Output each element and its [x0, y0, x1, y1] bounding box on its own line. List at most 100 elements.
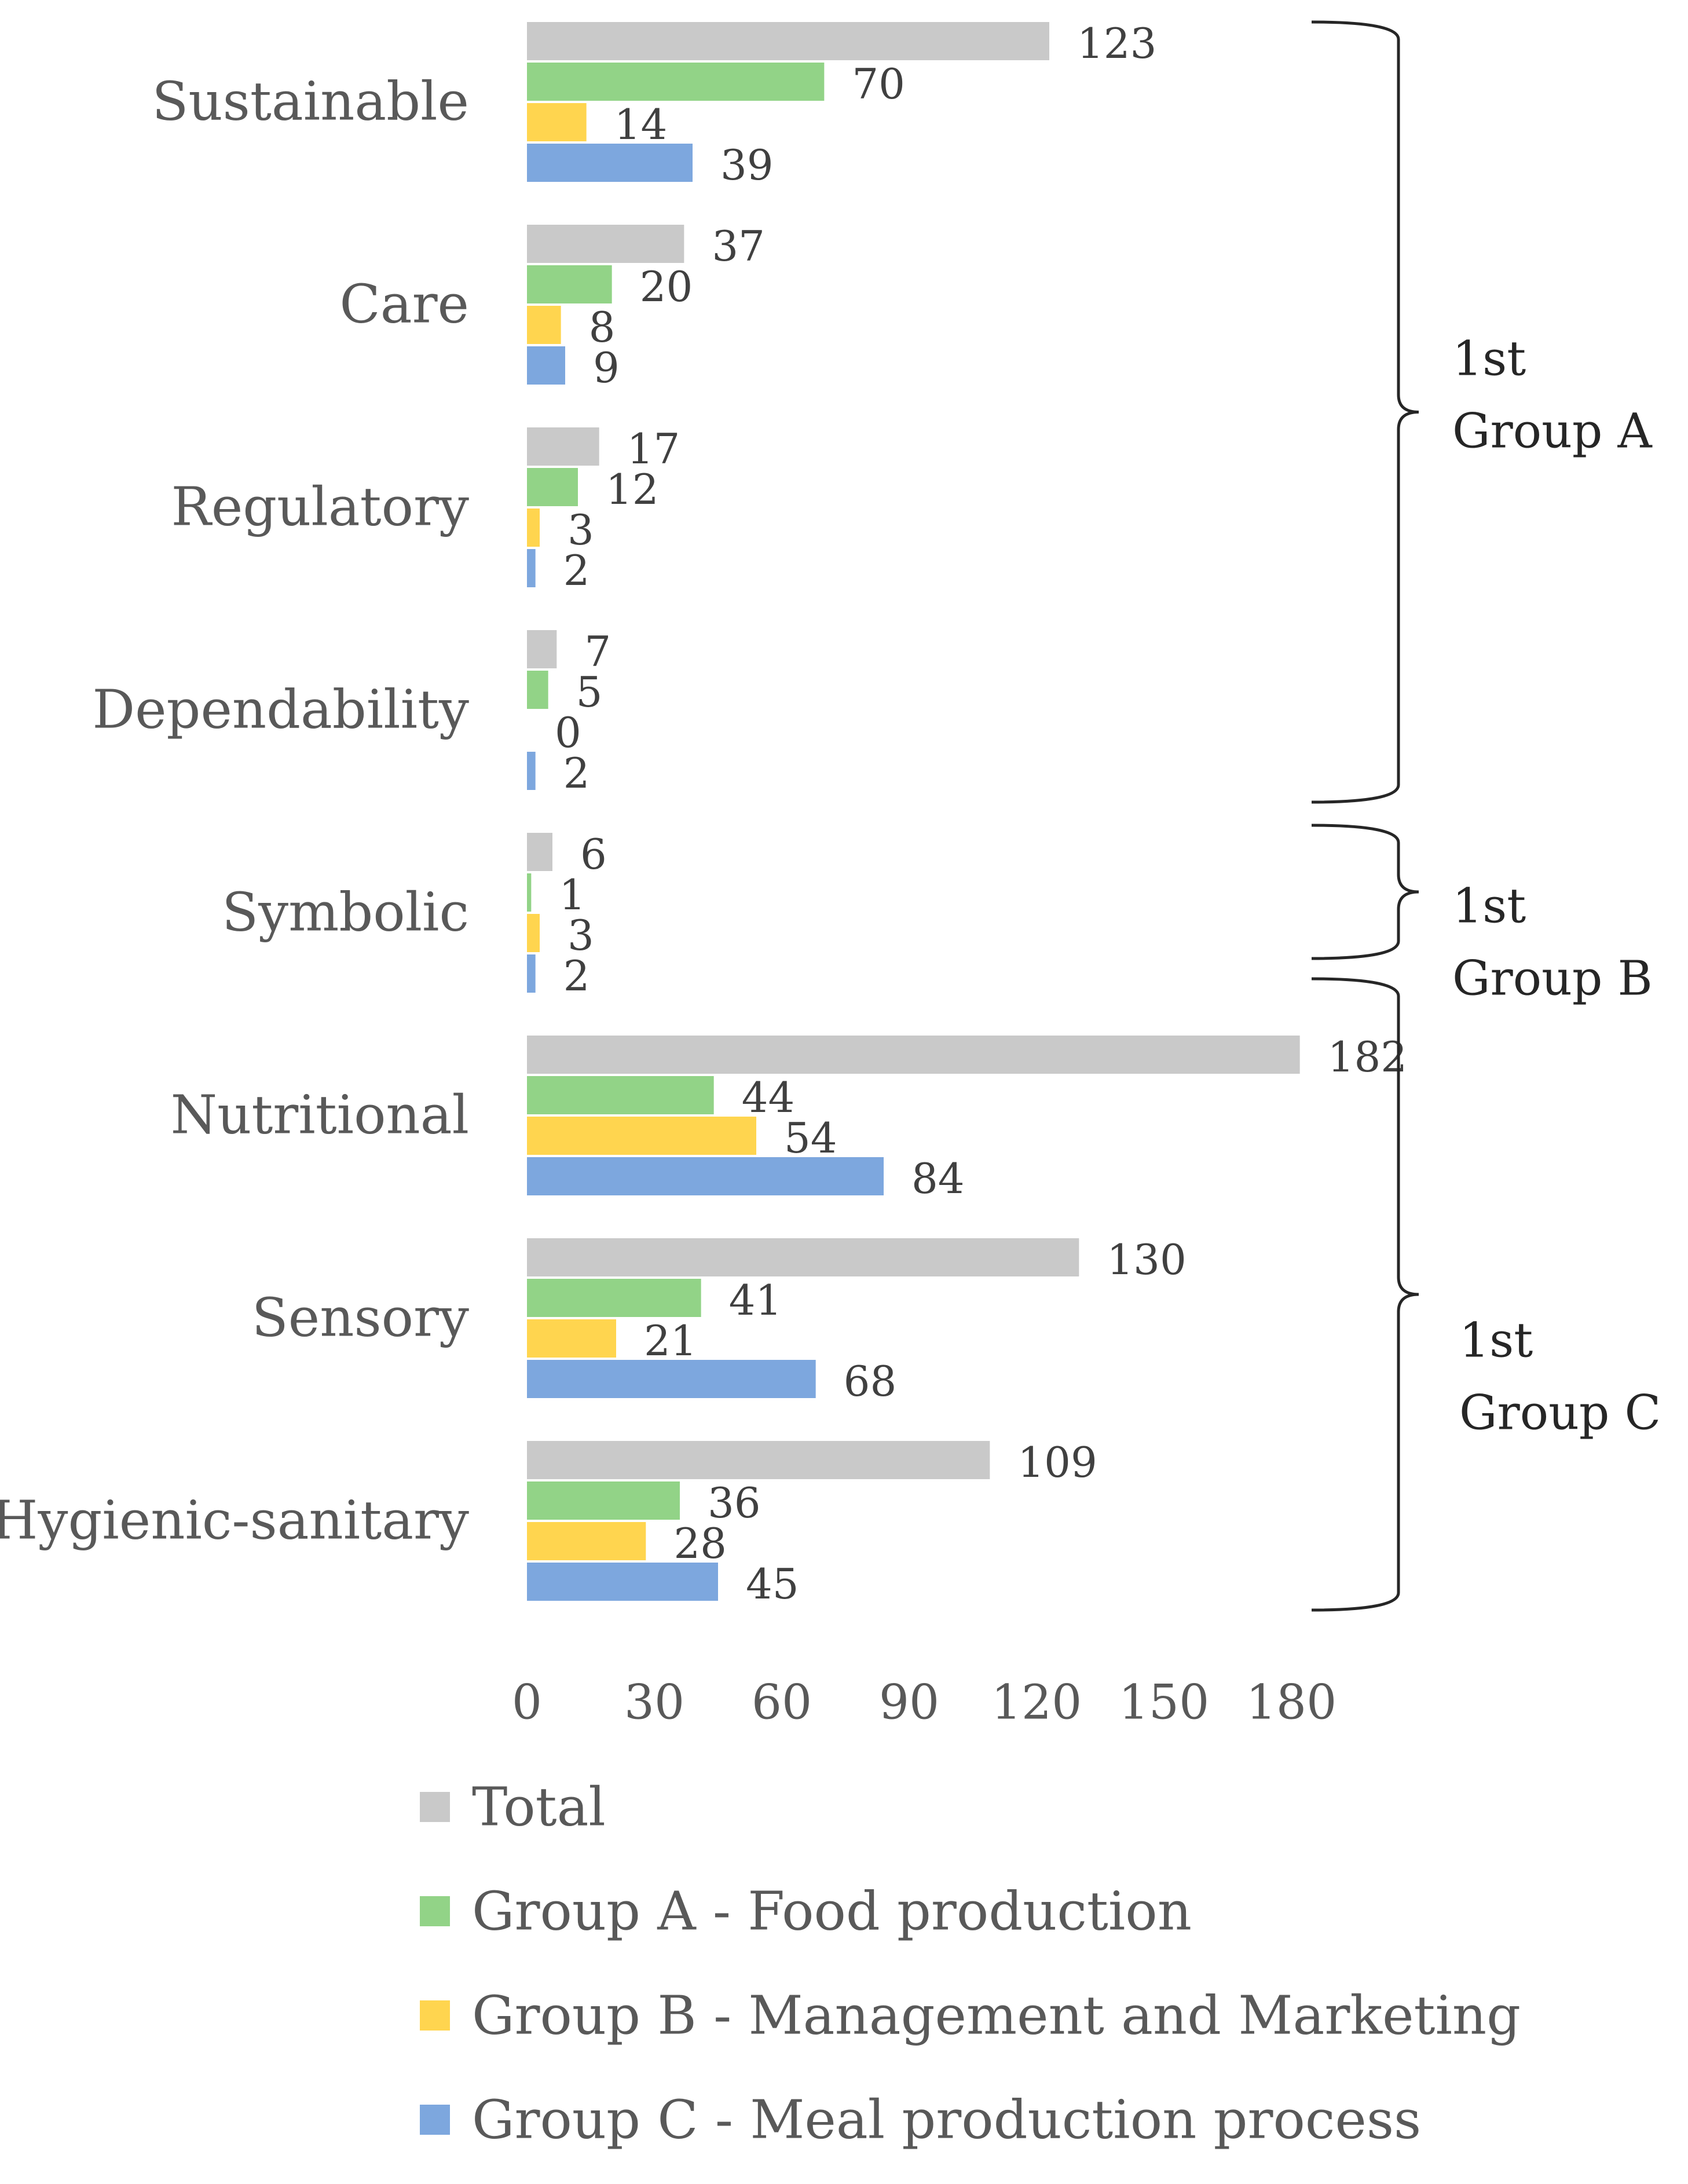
x-tick-label-120: 120 [991, 1676, 1082, 1731]
value-label-nutritional-group-a-food-production: 44 [742, 1073, 795, 1122]
bar-sensory-total [527, 1238, 1079, 1276]
legend-swatch-group-b-management-and-marketing [420, 2000, 450, 2031]
legend-swatch-group-c-meal-production-process [420, 2105, 450, 2135]
group-annotation-line1-3: 1st [1459, 1314, 1533, 1369]
x-tick-label-180: 180 [1246, 1676, 1337, 1731]
bar-dependability-group-c-meal-production-process [527, 752, 536, 790]
category-label-sensory: Sensory [252, 1287, 469, 1349]
bar-sustainable-total [527, 22, 1049, 60]
value-label-care-total: 37 [712, 222, 765, 270]
value-label-hygienic-sanitary-group-b-management-and-marketing: 28 [673, 1519, 727, 1568]
group-annotation-line1-2: 1st [1452, 879, 1526, 934]
x-tick-label-90: 90 [879, 1676, 939, 1731]
bar-sustainable-group-c-meal-production-process [527, 144, 693, 182]
bar-nutritional-group-c-meal-production-process [527, 1157, 884, 1195]
category-label-dependability: Dependability [92, 679, 469, 741]
legend-label-group-c-meal-production-process: Group C - Meal production process [472, 2089, 1421, 2151]
value-label-sustainable-group-a-food-production: 70 [852, 60, 905, 108]
category-label-regulatory: Regulatory [171, 476, 469, 538]
legend-swatch-group-a-food-production [420, 1896, 450, 1926]
bar-sustainable-group-b-management-and-marketing [527, 103, 587, 141]
bars-layer [527, 22, 1300, 1601]
bar-sustainable-group-a-food-production [527, 63, 825, 101]
bar-regulatory-group-b-management-and-marketing [527, 508, 540, 547]
bar-sensory-group-a-food-production [527, 1279, 701, 1317]
value-label-regulatory-group-b-management-and-marketing: 3 [567, 506, 594, 554]
x-axis-ticks: 0 30 60 90 120 150 180 [512, 1676, 1337, 1731]
group-annotation-line2-2: Group B [1452, 952, 1653, 1007]
category-labels: Sustainable Care Regulatory Dependability Sy… [0, 71, 469, 1552]
value-label-sustainable-group-b-management-and-marketing: 14 [614, 100, 668, 149]
value-label-dependability-group-c-meal-production-process: 2 [563, 749, 590, 797]
value-label-care-group-a-food-production: 20 [640, 262, 693, 311]
value-label-regulatory-group-a-food-production: 12 [606, 465, 659, 514]
group-brace-3 [1311, 977, 1419, 1612]
bar-symbolic-group-a-food-production [527, 873, 532, 912]
value-label-nutritional-group-c-meal-production-process: 84 [911, 1154, 965, 1203]
category-label-sustainable: Sustainable [152, 71, 469, 133]
bar-care-group-b-management-and-marketing [527, 306, 561, 344]
bar-dependability-total [527, 630, 557, 668]
value-label-nutritional-group-b-management-and-marketing: 54 [784, 1114, 837, 1162]
bar-symbolic-group-c-meal-production-process [527, 954, 536, 993]
bar-nutritional-group-a-food-production [527, 1076, 714, 1114]
bar-hygienic-sanitary-group-c-meal-production-process [527, 1563, 718, 1601]
value-label-dependability-total: 7 [584, 627, 611, 676]
group-annotation-line2-3: Group C [1459, 1386, 1661, 1441]
value-label-dependability-group-b-management-and-marketing: 0 [555, 708, 581, 757]
bar-regulatory-total [527, 427, 599, 466]
x-tick-label-60: 60 [752, 1676, 812, 1731]
bar-sensory-group-c-meal-production-process [527, 1360, 816, 1398]
group-brace-2 [1311, 824, 1419, 960]
bar-care-group-a-food-production [527, 265, 612, 303]
x-tick-label-0: 0 [512, 1676, 542, 1731]
value-labels: 1237014393720891712327502613218244548413… [555, 19, 1407, 1608]
value-label-sensory-group-c-meal-production-process: 68 [844, 1357, 897, 1406]
group-brace-1 [1311, 20, 1419, 804]
value-label-hygienic-sanitary-group-c-meal-production-process: 45 [746, 1560, 799, 1608]
value-label-hygienic-sanitary-total: 109 [1017, 1438, 1097, 1487]
bar-nutritional-total [527, 1036, 1300, 1074]
value-label-regulatory-group-c-meal-production-process: 2 [563, 546, 590, 595]
value-label-hygienic-sanitary-group-a-food-production: 36 [708, 1479, 761, 1527]
value-label-care-group-c-meal-production-process: 9 [593, 343, 620, 392]
legend-label-group-b-management-and-marketing: Group B - Management and Marketing [472, 1985, 1521, 2047]
value-label-symbolic-group-b-management-and-marketing: 3 [567, 911, 594, 960]
bar-sensory-group-b-management-and-marketing [527, 1319, 616, 1358]
bar-symbolic-group-b-management-and-marketing [527, 914, 540, 952]
x-tick-label-30: 30 [624, 1676, 684, 1731]
bar-care-group-c-meal-production-process [527, 346, 565, 385]
value-label-symbolic-total: 6 [580, 830, 607, 879]
bar-nutritional-group-b-management-and-marketing [527, 1117, 756, 1155]
value-label-care-group-b-management-and-marketing: 8 [589, 303, 616, 352]
category-label-symbolic: Symbolic [222, 881, 469, 943]
bar-hygienic-sanitary-group-a-food-production [527, 1481, 680, 1520]
value-label-sensory-total: 130 [1107, 1235, 1186, 1284]
legend: Total Group A - Food production Group B - … [420, 1776, 1521, 2151]
bar-regulatory-group-a-food-production [527, 468, 578, 506]
group-annotations: 1st Group A 1st Group B 1st Group C [1311, 20, 1661, 1612]
legend-swatch-total [420, 1792, 450, 1822]
legend-label-total: Total [472, 1776, 606, 1838]
bar-hygienic-sanitary-group-b-management-and-marketing [527, 1522, 646, 1560]
category-label-care: Care [339, 273, 469, 335]
group-annotation-line2-1: Group A [1452, 404, 1653, 459]
category-label-nutritional: Nutritional [171, 1084, 469, 1146]
bar-hygienic-sanitary-total [527, 1441, 990, 1479]
legend-label-group-a-food-production: Group A - Food production [472, 1881, 1192, 1942]
value-label-sustainable-group-c-meal-production-process: 39 [720, 141, 774, 189]
category-label-hygienic-sanitary: Hygienic-sanitary [0, 1490, 469, 1552]
bar-regulatory-group-c-meal-production-process [527, 549, 536, 587]
x-tick-label-150: 150 [1119, 1676, 1210, 1731]
value-label-sensory-group-b-management-and-marketing: 21 [644, 1316, 697, 1365]
bar-care-total [527, 225, 684, 263]
value-label-symbolic-group-c-meal-production-process: 2 [563, 952, 590, 1000]
value-label-dependability-group-a-food-production: 5 [576, 668, 603, 716]
value-label-sensory-group-a-food-production: 41 [729, 1276, 782, 1325]
value-label-symbolic-group-a-food-production: 1 [559, 870, 585, 919]
group-annotation-line1-1: 1st [1452, 332, 1526, 387]
bar-symbolic-total [527, 833, 552, 871]
value-label-nutritional-total: 182 [1328, 1033, 1407, 1081]
value-label-regulatory-total: 17 [627, 425, 680, 473]
